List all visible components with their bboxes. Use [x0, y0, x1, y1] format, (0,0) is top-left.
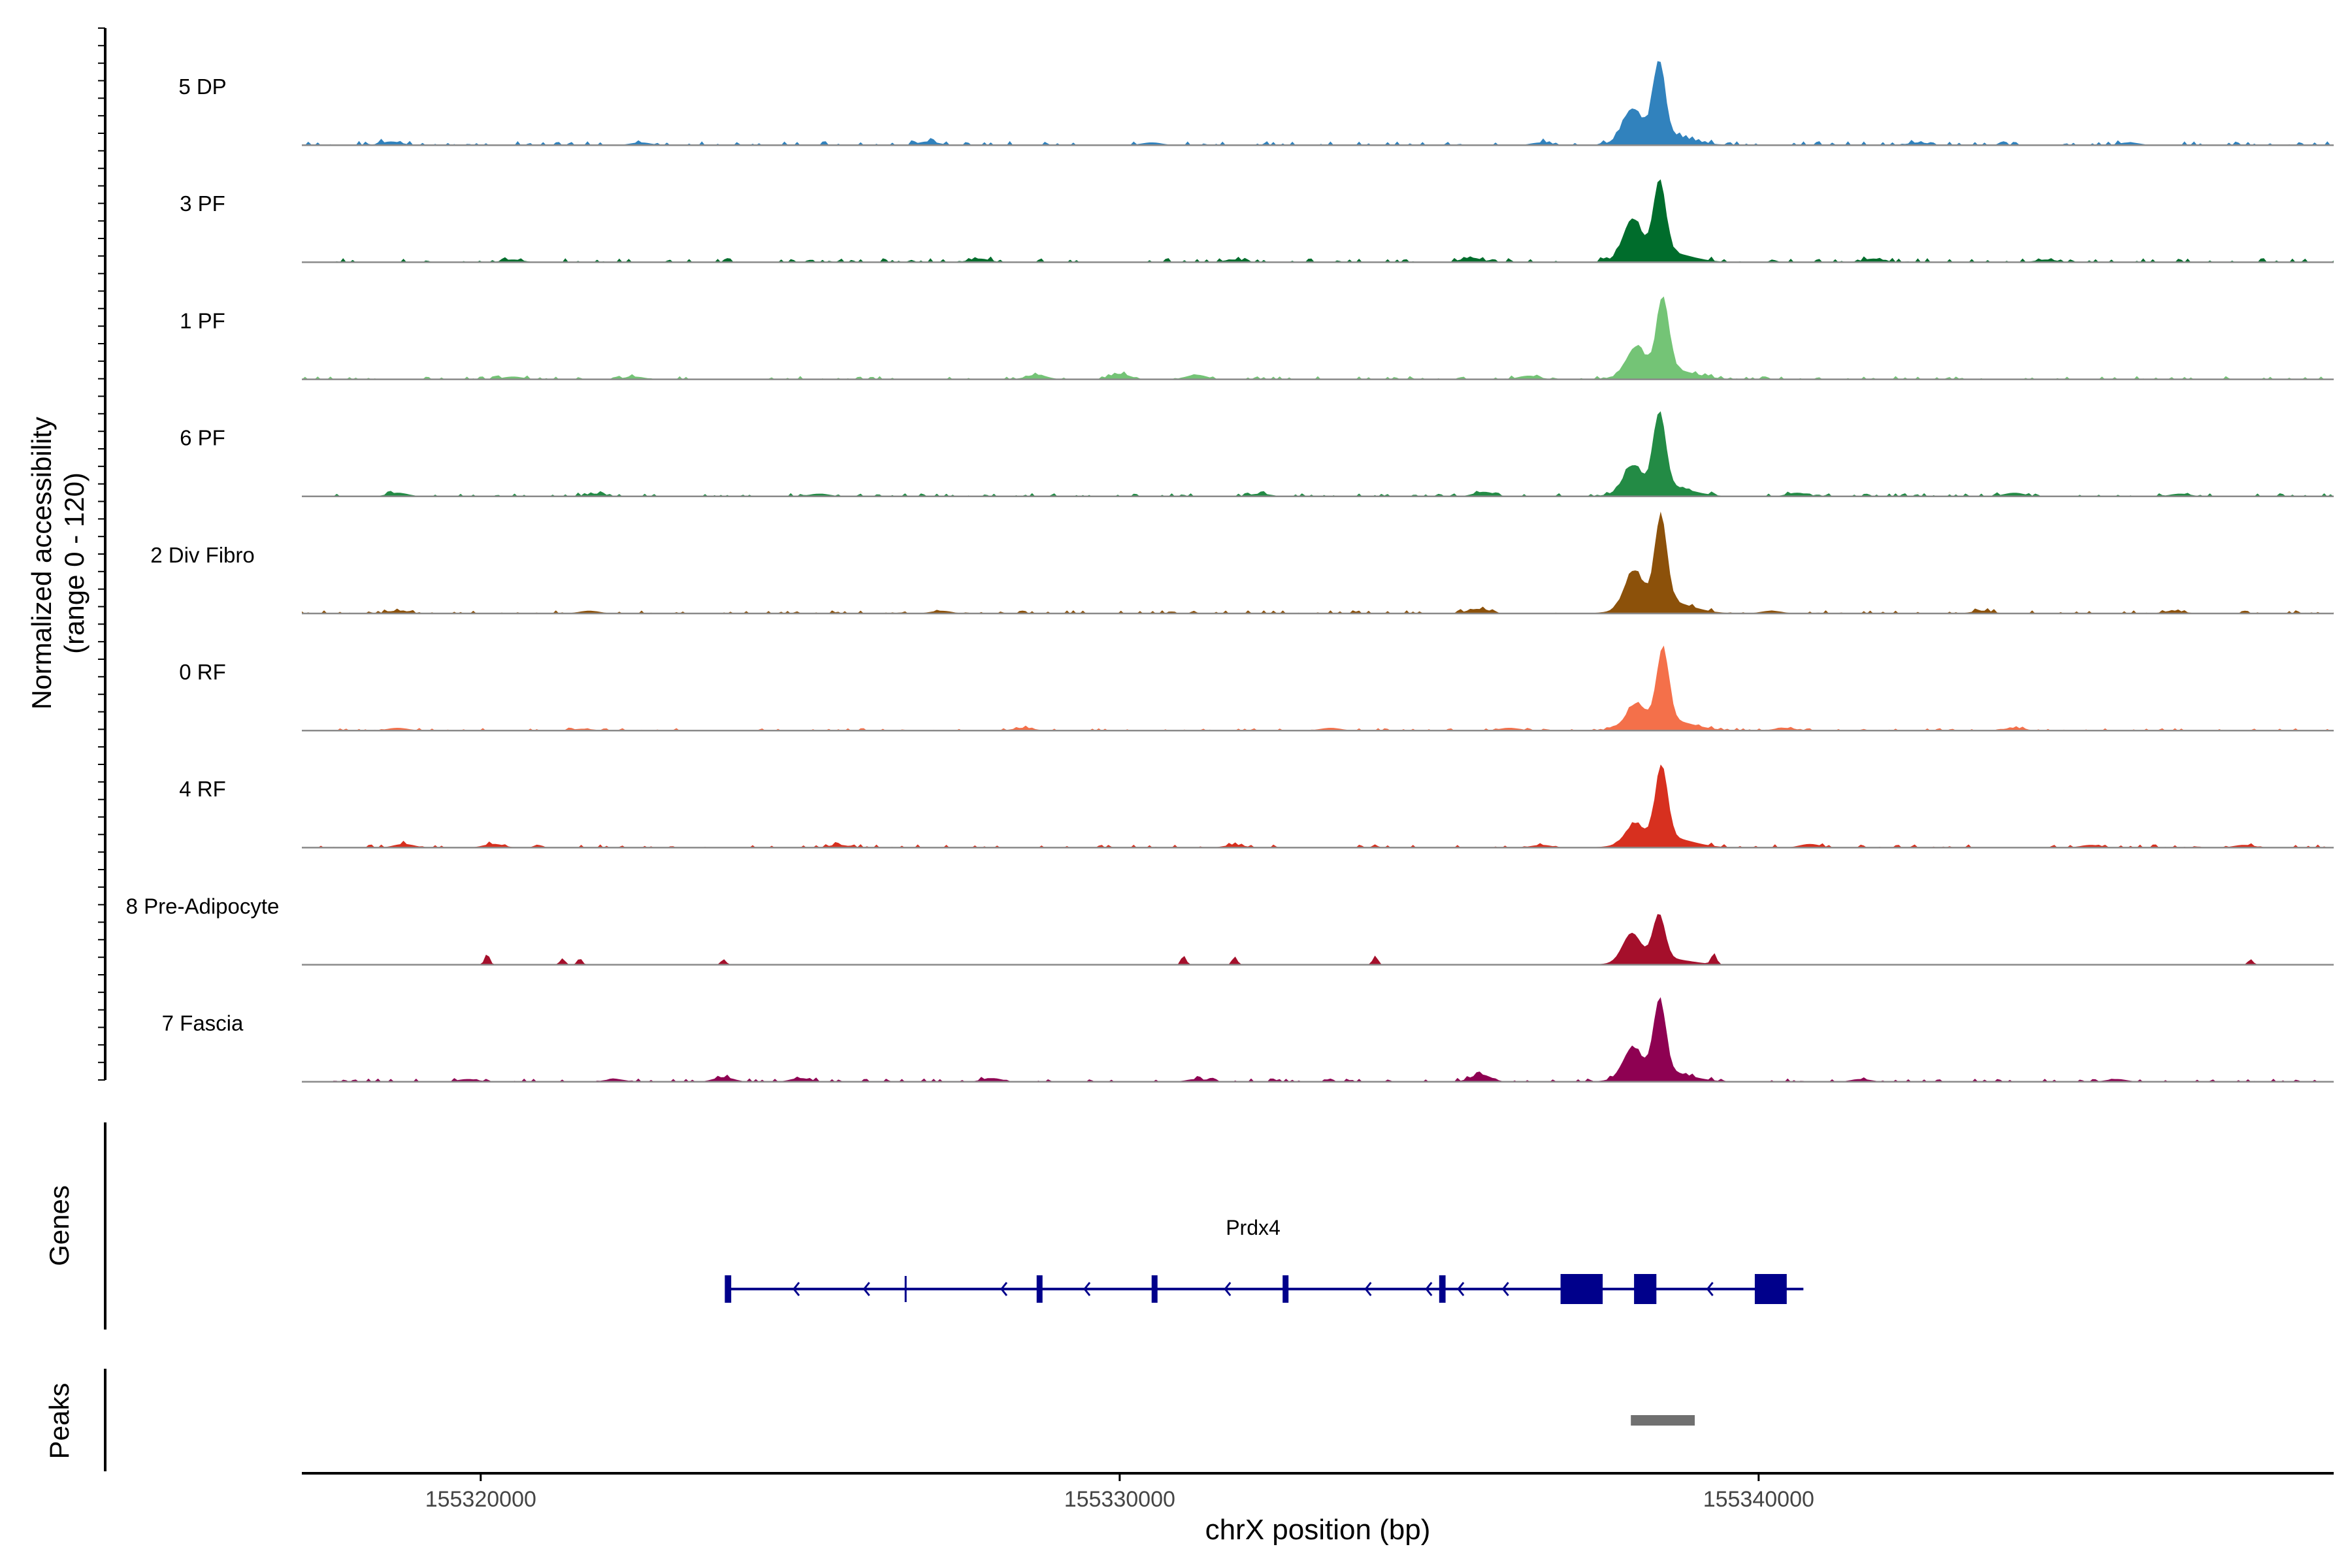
- x-axis-title: chrX position (bp): [1205, 1514, 1431, 1546]
- genes-track-label: Genes: [44, 1185, 74, 1266]
- strand-arrow: [1083, 1282, 1091, 1296]
- gene-exon: [1754, 1274, 1787, 1304]
- x-tick-label: 155330000: [1064, 1487, 1175, 1512]
- x-tick-label: 155320000: [425, 1487, 536, 1512]
- track-label: 0 RF: [179, 660, 226, 684]
- track-label: 2 Div Fibro: [150, 543, 255, 567]
- gene-model-prdx4: [725, 1274, 1804, 1304]
- track-label: 7 Fascia: [162, 1011, 244, 1036]
- x-tick-label: 155340000: [1703, 1487, 1814, 1512]
- track-5-dp: 5 DP: [178, 61, 2334, 146]
- peaks-panel: Peaks: [44, 1369, 1695, 1471]
- strand-arrow: [792, 1282, 800, 1296]
- track-7-fascia: 7 Fascia: [162, 997, 2334, 1083]
- track-0-rf: 0 RF: [179, 645, 2334, 732]
- gene-exon: [1151, 1275, 1158, 1303]
- peak-bar: [1631, 1415, 1695, 1426]
- coverage-area: [302, 645, 2334, 731]
- strand-arrow: [1425, 1282, 1433, 1296]
- track-label: 4 RF: [179, 777, 226, 801]
- coverage-area: [302, 296, 2334, 380]
- strand-arrow: [1224, 1282, 1232, 1296]
- y-axis-range: (range 0 - 120): [59, 472, 90, 654]
- gene-exon: [1560, 1274, 1603, 1304]
- coverage-area: [302, 411, 2334, 497]
- y-axis-label: Normalized accessibility (range 0 - 120): [26, 417, 90, 710]
- track-label: 6 PF: [180, 426, 225, 450]
- strand-arrow: [1364, 1282, 1372, 1296]
- gene-exon: [1439, 1275, 1446, 1303]
- peaks-track-label: Peaks: [44, 1383, 74, 1460]
- strand-arrow: [1457, 1282, 1465, 1296]
- gene-exon: [1036, 1275, 1043, 1303]
- strand-arrow: [862, 1282, 870, 1296]
- gene-exon: [1282, 1275, 1289, 1303]
- track-2-div-fibro: 2 Div Fibro: [150, 512, 2334, 615]
- track-label: 5 DP: [178, 74, 226, 99]
- gene-label-prdx4: Prdx4: [1226, 1216, 1281, 1239]
- strand-arrow: [1706, 1282, 1714, 1296]
- track-label: 8 Pre-Adipocyte: [126, 894, 280, 918]
- track-8-pre-adipocyte: 8 Pre-Adipocyte: [126, 894, 2334, 966]
- coverage-tracks: 5 DP 3 PF 1 PF 6 PF 2 Div Fibro 0 RF 4 RF 8 Pre…: [126, 61, 2334, 1083]
- gene-exon: [725, 1275, 732, 1303]
- peak-marks: [1631, 1415, 1695, 1426]
- genes-panel: Genes Prdx4: [44, 1122, 1804, 1330]
- coverage-area: [302, 914, 2334, 965]
- strand-arrow: [1645, 1282, 1653, 1296]
- track-4-rf: 4 RF: [179, 764, 2334, 849]
- track-6-pf: 6 PF: [180, 411, 2334, 498]
- track-label: 3 PF: [180, 191, 225, 216]
- x-ticks: 155320000 155330000 155340000: [425, 1473, 1814, 1512]
- coverage-area: [302, 179, 2334, 263]
- x-axis: 155320000 155330000 155340000 chrX positio…: [302, 1472, 2334, 1546]
- track-label: 1 PF: [180, 308, 225, 333]
- y-axis-title: Normalized accessibility: [26, 417, 57, 710]
- strand-arrow: [1000, 1282, 1008, 1296]
- y-axis: [98, 27, 106, 1081]
- coverage-area: [302, 764, 2334, 848]
- track-1-pf: 1 PF: [180, 296, 2334, 380]
- coverage-area: [302, 512, 2334, 613]
- coverage-area: [302, 997, 2334, 1082]
- gene-exon: [1634, 1274, 1657, 1304]
- coverage-area: [302, 61, 2334, 146]
- strand-arrow: [1501, 1282, 1509, 1296]
- track-3-pf: 3 PF: [180, 179, 2334, 263]
